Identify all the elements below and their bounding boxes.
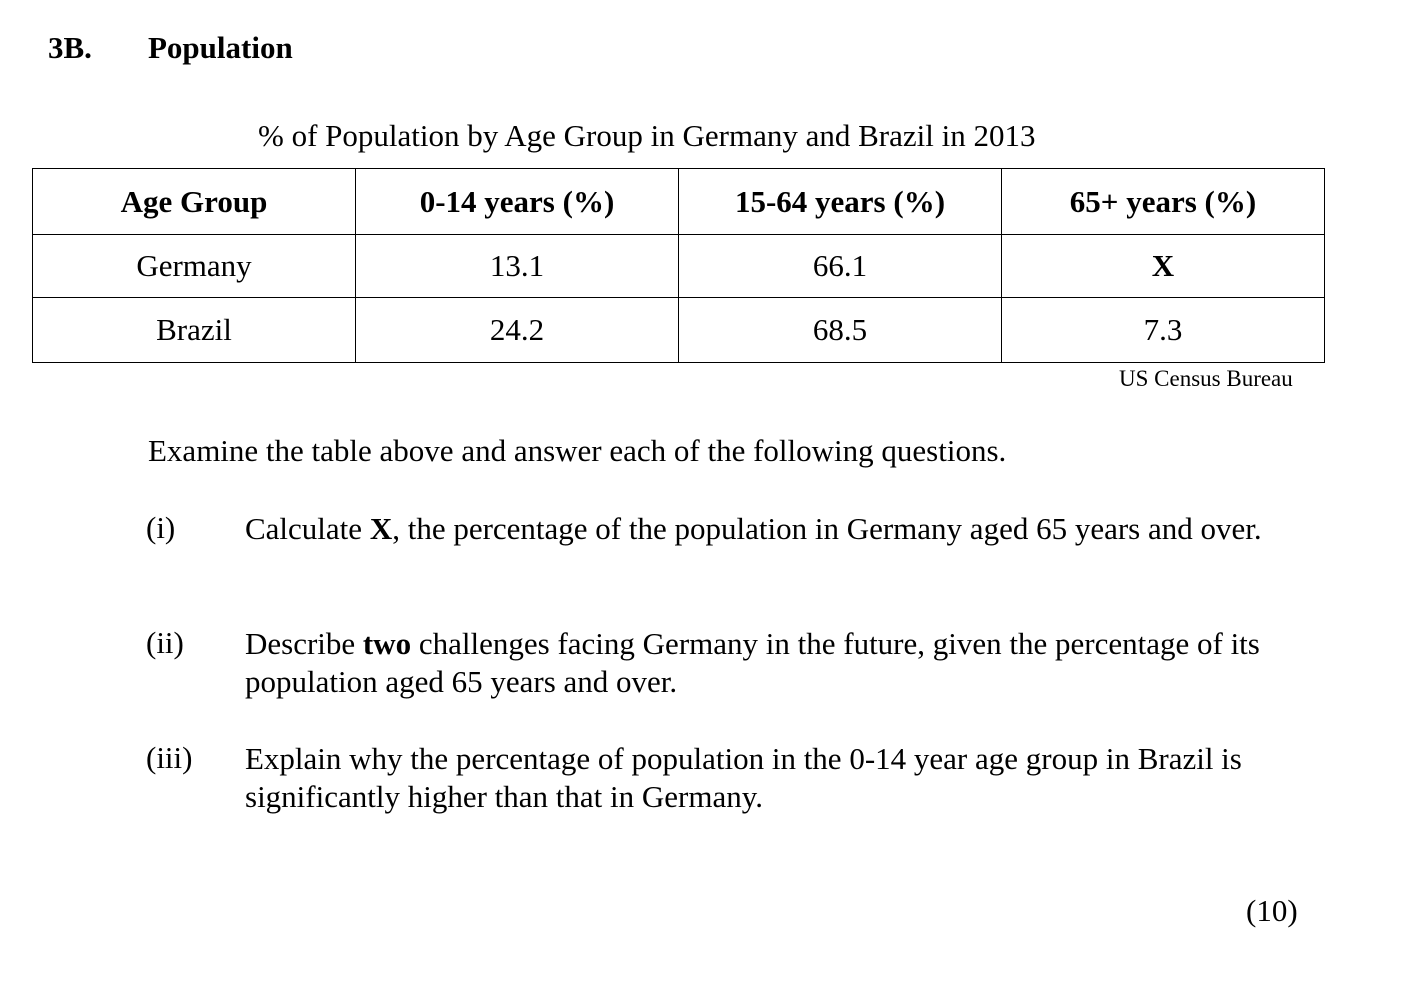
header-0-14: 0-14 years (%): [355, 168, 679, 235]
cell-value: 68.5: [678, 297, 1002, 363]
question-emphasis: X: [369, 511, 393, 546]
header-15-64: 15-64 years (%): [678, 168, 1002, 235]
cell-value: 66.1: [678, 234, 1002, 298]
question-marker: (iii): [146, 740, 193, 775]
source-note: US Census Bureau: [1119, 366, 1293, 391]
table-caption: % of Population by Age Group in Germany …: [258, 118, 1036, 153]
section-number: 3B.: [48, 30, 92, 65]
section-title: Population: [148, 30, 293, 65]
question-text-part: Calculate: [245, 511, 370, 546]
table-row: Germany 13.1 66.1 X: [32, 234, 1325, 298]
question-marker: (ii): [146, 625, 184, 660]
cell-country: Germany: [32, 234, 356, 298]
cell-country: Brazil: [32, 297, 356, 363]
cell-value: 13.1: [355, 234, 679, 298]
question-emphasis: two: [362, 626, 412, 661]
cell-value: 7.3: [1001, 297, 1325, 363]
population-table: Age Group 0-14 years (%) 15-64 years (%)…: [32, 168, 1325, 363]
table-row: Brazil 24.2 68.5 7.3: [32, 297, 1325, 363]
cell-value-unknown: X: [1001, 234, 1325, 298]
question-text-part: challenges facing Germany in the future,…: [245, 626, 1260, 699]
question-text-part: , the percentage of the population in Ge…: [392, 511, 1262, 546]
table-header-row: Age Group 0-14 years (%) 15-64 years (%)…: [32, 168, 1325, 235]
header-65-plus: 65+ years (%): [1001, 168, 1325, 235]
question-text: Calculate X, the percentage of the popul…: [245, 510, 1315, 548]
cell-value: 24.2: [355, 297, 679, 363]
question-marker: (i): [146, 510, 176, 545]
question-text-part: Describe: [245, 626, 363, 661]
question-text: Explain why the percentage of population…: [245, 741, 1242, 814]
marks-total: (10): [1246, 893, 1298, 928]
instruction-text: Examine the table above and answer each …: [148, 433, 1007, 468]
question-text: Describe two challenges facing Germany i…: [245, 625, 1315, 701]
header-age-group: Age Group: [32, 168, 356, 235]
